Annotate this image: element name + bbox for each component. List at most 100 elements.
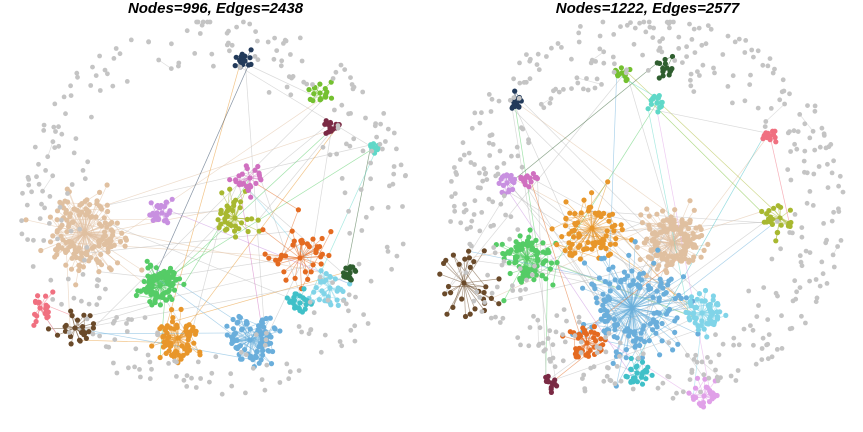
graph-node	[310, 98, 316, 104]
graph-node	[651, 310, 657, 316]
graph-node	[689, 367, 695, 373]
graph-node	[171, 354, 177, 360]
graph-node	[552, 377, 558, 383]
graph-node	[85, 159, 91, 165]
graph-node	[711, 65, 716, 71]
graph-node	[575, 244, 582, 250]
graph-node	[138, 374, 143, 380]
graph-node	[209, 51, 215, 57]
graph-node	[600, 291, 606, 297]
graph-edge	[70, 327, 76, 344]
graph-node	[650, 317, 656, 323]
graph-node	[387, 183, 392, 189]
graph-node	[704, 334, 710, 340]
graph-node	[787, 207, 793, 213]
graph-node	[98, 204, 104, 210]
graph-edge	[151, 329, 166, 347]
graph-node	[281, 269, 287, 275]
graph-edge	[545, 250, 549, 378]
graph-node	[596, 275, 602, 281]
graph-edge	[463, 282, 486, 288]
graph-node	[232, 63, 238, 69]
graph-node	[616, 284, 622, 291]
graph-node	[517, 266, 523, 272]
graph-edge	[65, 242, 71, 337]
graph-node	[250, 357, 256, 363]
graph-node	[829, 170, 835, 176]
graph-node	[95, 259, 101, 265]
graph-node	[582, 388, 588, 394]
graph-node	[530, 171, 536, 177]
graph-node	[114, 260, 121, 266]
graph-node	[623, 355, 629, 361]
graph-node	[715, 378, 721, 384]
graph-node	[83, 335, 89, 341]
graph-node	[778, 246, 783, 252]
graph-edge	[491, 220, 664, 299]
graph-node	[489, 132, 495, 138]
graph-node	[165, 342, 171, 348]
graph-node	[490, 142, 496, 147]
graph-node	[451, 203, 457, 209]
graph-node	[799, 225, 805, 231]
graph-node	[93, 214, 99, 220]
graph-node	[159, 210, 165, 216]
graph-node	[84, 197, 90, 203]
graph-node	[40, 188, 45, 194]
graph-node	[66, 330, 72, 335]
graph-node	[237, 343, 243, 349]
graph-node	[25, 174, 31, 180]
graph-node	[554, 313, 560, 318]
graph-node	[659, 338, 665, 344]
graph-edge	[299, 257, 302, 289]
graph-node	[260, 227, 266, 233]
graph-node	[666, 340, 672, 346]
graph-node	[693, 352, 699, 358]
graph-node	[840, 189, 846, 195]
graph-node	[277, 256, 283, 262]
graph-node	[237, 315, 243, 321]
graph-node	[639, 359, 646, 365]
graph-node	[224, 213, 230, 219]
graph-edge	[461, 282, 465, 300]
graph-node	[76, 267, 82, 274]
graph-node	[701, 247, 707, 253]
graph-node	[374, 147, 380, 153]
graph-node	[638, 212, 644, 218]
graph-edge	[255, 183, 299, 211]
graph-node	[80, 168, 86, 173]
graph-node	[820, 271, 826, 277]
graph-node	[311, 310, 317, 316]
graph-node	[515, 335, 521, 340]
graph-node	[291, 297, 297, 303]
graph-node	[65, 276, 71, 282]
graph-node	[611, 32, 617, 37]
graph-node	[89, 214, 95, 220]
network-panel-left: Nodes=996, Edges=2438	[0, 0, 431, 432]
graph-node	[490, 199, 496, 205]
graph-node	[671, 255, 677, 261]
graph-node	[342, 67, 348, 72]
graph-edge	[620, 281, 633, 309]
graph-node	[596, 210, 602, 216]
graph-node	[449, 179, 454, 184]
graph-node	[73, 136, 79, 141]
graph-node	[496, 276, 502, 282]
graph-node	[169, 41, 174, 47]
graph-node	[838, 238, 844, 243]
graph-node	[794, 146, 800, 152]
graph-node	[328, 95, 335, 101]
graph-node	[656, 75, 662, 81]
graph-node	[239, 55, 245, 61]
graph-node	[665, 226, 671, 232]
graph-node	[629, 305, 635, 311]
graph-node	[553, 329, 559, 335]
graph-node	[648, 101, 654, 107]
graph-node	[297, 255, 303, 261]
graph-node	[47, 221, 52, 226]
graph-node	[90, 64, 95, 70]
graph-node	[690, 310, 697, 316]
graph-node	[304, 81, 310, 87]
graph-node	[59, 301, 64, 307]
graph-node	[56, 124, 61, 130]
